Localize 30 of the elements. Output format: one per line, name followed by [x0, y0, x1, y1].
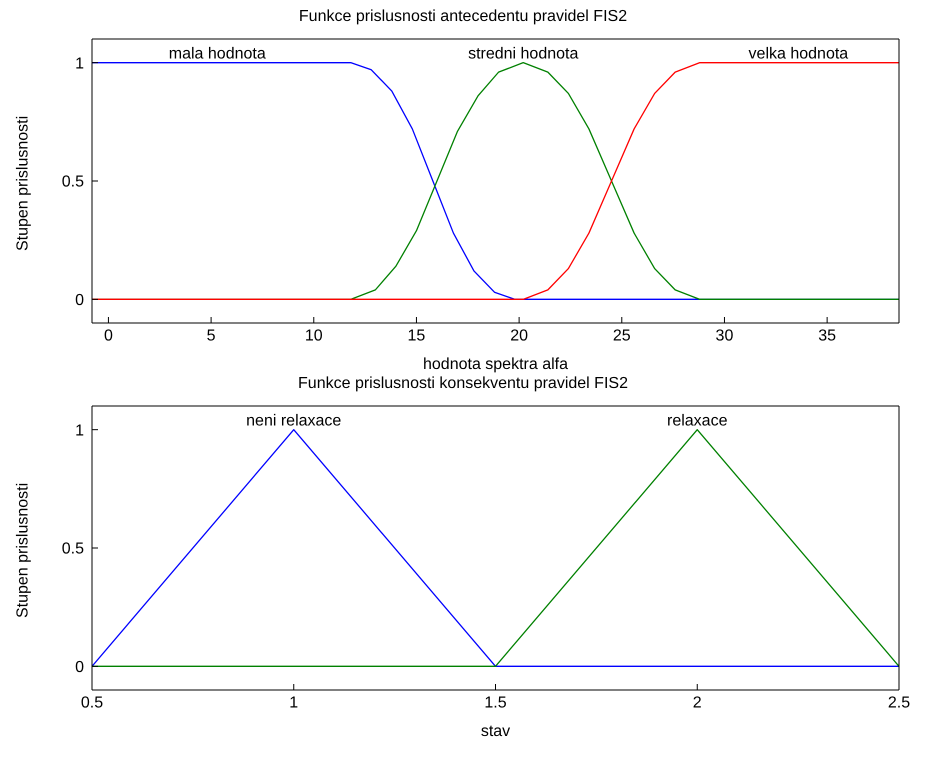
annotation: neni relaxace	[246, 412, 342, 430]
x-tick-label: 15	[408, 327, 426, 344]
x-tick-label: 20	[510, 327, 528, 344]
annotation: mala hodnota	[168, 46, 266, 63]
y-tick-label: 0.5	[62, 540, 84, 558]
x-axis-title: stav	[480, 723, 510, 740]
y-axis-title: Stupen prislusnosti	[14, 482, 32, 618]
x-tick-label: 1	[289, 694, 298, 712]
x-tick-label: 1.5	[484, 694, 507, 712]
annotation: relaxace	[667, 412, 728, 430]
x-tick-label: 2.5	[888, 694, 910, 712]
x-tick-label: 30	[716, 327, 734, 344]
y-tick-label: 0	[75, 659, 84, 676]
x-tick-label: 5	[206, 327, 216, 344]
x-axis-title: hodnota spektra alfa	[423, 356, 568, 373]
x-tick-label: 25	[612, 327, 631, 344]
y-tick-label: 0.5	[62, 174, 84, 191]
y-tick-label: 1	[75, 55, 84, 72]
chart-title: Funkce prislusnosti antecedentu pravidel FIS2	[298, 8, 628, 27]
x-tick-label: 0	[104, 327, 113, 344]
y-tick-label: 1	[75, 422, 84, 440]
line-series	[92, 62, 899, 300]
annotation: stredni hodnota	[468, 46, 578, 63]
chart-title: Funkce prislusnosti konsekventu pravidel FIS2	[297, 375, 629, 394]
annotation: velka hodnota	[748, 46, 848, 63]
y-tick-label: 0	[75, 292, 84, 310]
x-tick-label: 35	[818, 327, 836, 344]
y-axis-title: Stupen prislusnosti	[14, 116, 32, 251]
x-tick-label: 10	[304, 327, 323, 344]
x-tick-label: 2	[692, 694, 702, 712]
